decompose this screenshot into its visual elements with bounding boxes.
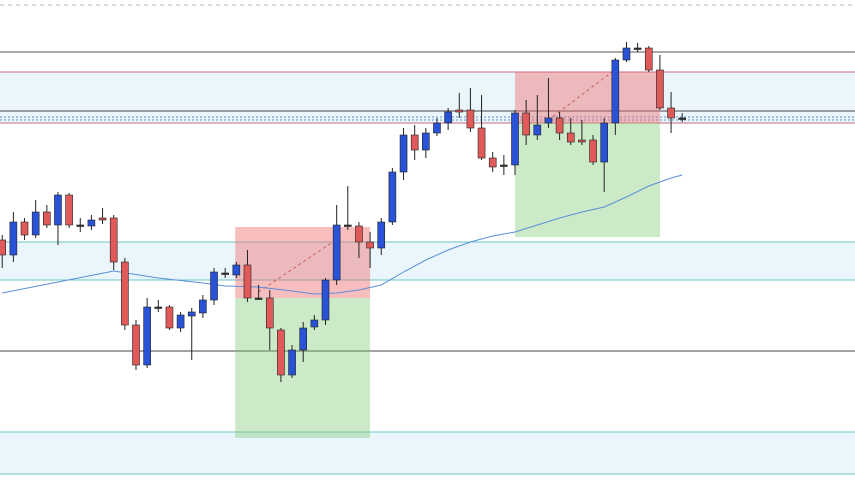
target-zone — [235, 298, 371, 438]
trade-path — [258, 236, 341, 293]
candle-body — [455, 109, 464, 113]
candle-body — [98, 217, 107, 221]
candle-body — [54, 194, 62, 226]
candle-body — [87, 219, 96, 227]
candle-body — [31, 211, 40, 236]
candle-body — [9, 221, 18, 256]
candle-body — [566, 132, 575, 143]
candle-body — [410, 134, 419, 151]
candle-body — [578, 139, 586, 143]
candle-body — [622, 47, 631, 61]
candle-body — [343, 224, 352, 227]
candle-body — [277, 329, 285, 376]
candle-body — [321, 279, 330, 321]
candle-body — [466, 109, 475, 129]
candle-body — [644, 47, 653, 71]
candle-body — [611, 59, 620, 124]
candle-body — [299, 327, 308, 351]
candle-body — [633, 47, 642, 50]
candle-body — [589, 139, 597, 163]
candle-body — [199, 299, 207, 314]
stop-zone — [235, 227, 371, 298]
zone-band — [0, 242, 855, 280]
candle-body — [243, 264, 252, 299]
trade-path — [548, 71, 613, 121]
candle-body — [0, 239, 7, 256]
candle-body — [444, 111, 452, 124]
candle-body — [132, 324, 140, 366]
candle-body — [43, 211, 51, 226]
candle-body — [399, 134, 408, 173]
candle-body — [20, 221, 29, 236]
moving-average — [2, 174, 683, 295]
candle-body — [143, 306, 151, 366]
zone-band — [0, 432, 855, 474]
candle-body — [511, 112, 519, 166]
candle-body — [422, 132, 430, 151]
candle-body — [221, 272, 229, 275]
candle-body — [154, 306, 163, 309]
candle-body — [667, 107, 675, 119]
candle-body — [678, 117, 687, 120]
target-zone — [515, 123, 660, 237]
stop-zone — [515, 72, 660, 123]
candle-body — [500, 164, 508, 167]
candle-body — [121, 261, 129, 326]
candle-body — [522, 112, 530, 136]
candle-body — [555, 117, 564, 134]
candle-body — [76, 224, 85, 227]
candle-body — [288, 349, 296, 376]
candle-body — [187, 311, 196, 317]
zone-band — [0, 72, 855, 123]
candle-body — [176, 314, 185, 329]
candle-body — [488, 157, 497, 168]
candle-body — [165, 306, 174, 329]
candle-body — [377, 221, 386, 249]
candle-body — [656, 69, 664, 109]
candle-body — [310, 319, 319, 328]
candle-body — [332, 224, 341, 281]
candle-body — [533, 124, 542, 136]
candle-body — [600, 122, 608, 163]
candle-body — [109, 217, 118, 263]
candle-body — [232, 264, 241, 276]
candle-body — [477, 127, 486, 159]
candle-body — [254, 297, 263, 300]
candle-body — [388, 171, 397, 223]
candle-body — [265, 297, 274, 329]
candle-body — [355, 225, 363, 243]
candle-body — [366, 241, 374, 249]
candle-body — [65, 194, 73, 226]
candle-body — [544, 117, 553, 124]
candle-body — [210, 271, 218, 301]
candle-body — [433, 122, 441, 134]
